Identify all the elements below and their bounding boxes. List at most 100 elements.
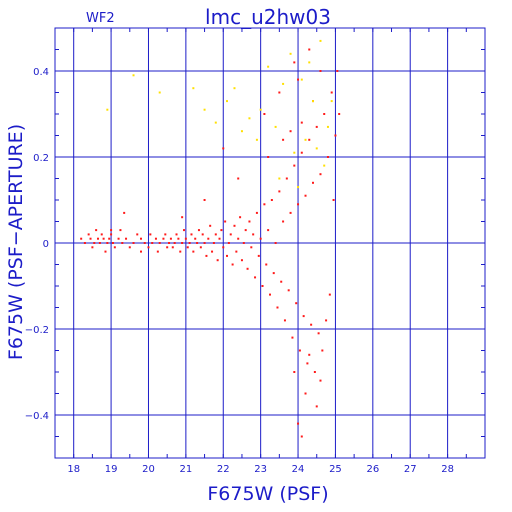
data-point xyxy=(338,113,341,115)
data-point xyxy=(257,254,260,257)
data-point xyxy=(332,199,335,201)
chart-subtitle: WF2 xyxy=(86,11,115,26)
data-point xyxy=(252,233,255,236)
x-tick-label: 22 xyxy=(217,464,230,475)
data-point xyxy=(100,233,103,236)
data-point xyxy=(194,237,197,240)
data-point xyxy=(128,246,131,249)
data-point xyxy=(308,138,311,141)
data-point xyxy=(297,186,300,189)
data-point xyxy=(300,435,303,438)
data-point xyxy=(108,237,111,240)
data-point xyxy=(282,138,285,141)
data-point xyxy=(203,108,206,111)
data-point xyxy=(98,242,101,244)
data-point xyxy=(125,237,128,240)
data-point xyxy=(181,216,184,219)
data-point xyxy=(310,323,313,326)
data-point xyxy=(259,108,262,111)
data-point xyxy=(297,78,300,81)
data-point xyxy=(147,246,150,249)
data-point xyxy=(168,242,171,244)
data-point xyxy=(267,65,270,68)
data-point xyxy=(321,349,324,352)
data-point xyxy=(154,237,157,240)
data-point xyxy=(315,405,318,408)
data-point xyxy=(304,194,307,197)
data-point xyxy=(235,250,238,253)
data-point xyxy=(240,259,243,262)
data-point xyxy=(229,233,232,236)
data-point xyxy=(91,246,94,249)
data-point xyxy=(265,263,268,266)
data-point xyxy=(272,272,275,275)
data-point xyxy=(218,237,221,240)
data-point xyxy=(140,237,142,240)
data-point xyxy=(282,220,285,223)
data-point xyxy=(308,353,311,356)
data-point xyxy=(162,237,165,240)
data-point xyxy=(239,216,242,219)
data-point xyxy=(330,91,333,94)
data-point xyxy=(175,233,178,236)
data-point xyxy=(244,229,247,232)
data-point xyxy=(136,233,139,236)
data-point xyxy=(326,125,329,128)
data-point xyxy=(304,138,307,141)
data-point xyxy=(181,242,184,244)
data-point xyxy=(278,177,281,180)
x-tick-label: 25 xyxy=(329,464,342,475)
data-point xyxy=(319,39,322,42)
data-point xyxy=(197,229,200,232)
data-point xyxy=(267,229,270,232)
data-point xyxy=(184,237,187,240)
grid xyxy=(55,28,485,458)
plot-frame xyxy=(54,27,486,459)
data-point xyxy=(211,250,214,253)
data-point xyxy=(263,113,266,115)
data-point xyxy=(110,229,113,232)
data-point xyxy=(293,151,296,154)
data-point xyxy=(317,332,320,335)
data-point xyxy=(196,242,199,244)
x-tick-label: 26 xyxy=(366,464,379,475)
data-point xyxy=(282,82,285,85)
data-point xyxy=(173,242,176,244)
data-point xyxy=(104,250,107,253)
data-point xyxy=(226,100,228,103)
data-point xyxy=(140,250,142,253)
y-tick-label: −0.4 xyxy=(25,411,49,422)
data-point xyxy=(106,242,109,244)
data-point xyxy=(312,181,314,184)
data-point xyxy=(166,246,169,249)
data-point xyxy=(80,237,83,240)
data-point xyxy=(169,237,172,240)
data-point xyxy=(326,156,329,158)
data-point xyxy=(117,237,120,240)
data-point xyxy=(319,379,322,382)
data-point xyxy=(242,242,245,244)
data-point xyxy=(226,254,228,257)
x-tick-label: 27 xyxy=(404,464,417,475)
data-point xyxy=(248,220,251,223)
data-point xyxy=(156,250,159,253)
data-point xyxy=(304,392,307,395)
data-point xyxy=(315,125,318,128)
data-point xyxy=(83,242,86,244)
data-point xyxy=(199,246,202,249)
data-point xyxy=(216,259,219,262)
data-point xyxy=(179,250,182,253)
data-point xyxy=(188,242,191,244)
data-point xyxy=(297,422,300,425)
data-point xyxy=(192,87,195,90)
data-point xyxy=(334,134,337,137)
data-point xyxy=(190,233,193,236)
data-point xyxy=(297,203,300,206)
data-point xyxy=(151,242,154,244)
data-point xyxy=(207,237,210,240)
data-point xyxy=(87,233,90,236)
data-point xyxy=(308,61,311,64)
data-point xyxy=(111,242,114,244)
y-axis-label: F675W (PSF−APERTURE) xyxy=(5,124,27,360)
